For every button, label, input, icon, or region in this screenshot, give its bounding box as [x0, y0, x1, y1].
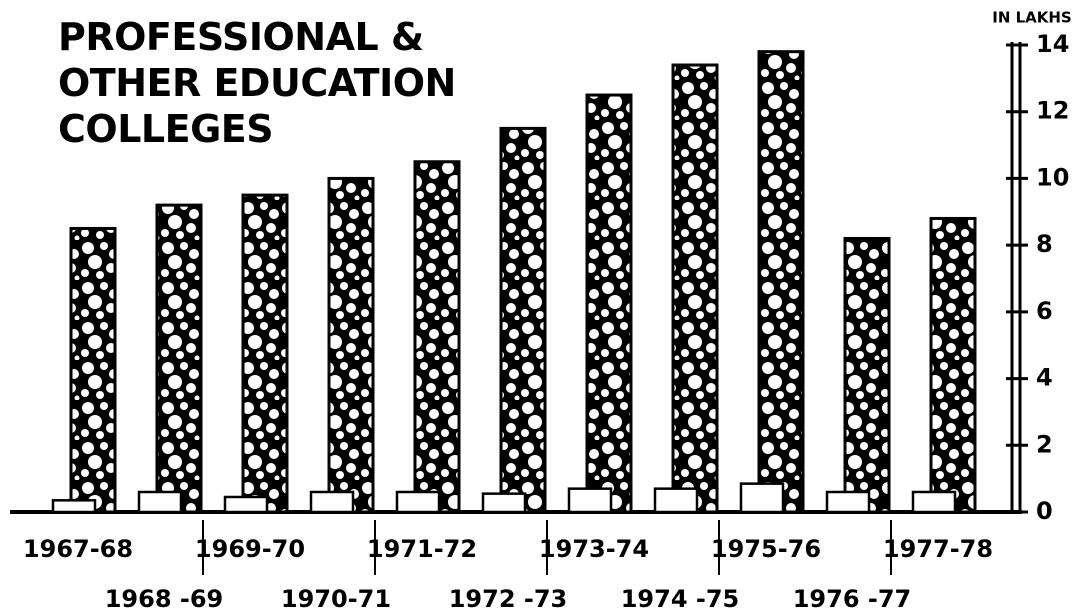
bar: [757, 50, 805, 514]
x-tick-label: 1970-71: [281, 585, 391, 613]
x-tick-label: 1974 -75: [621, 585, 740, 613]
x-tick-label: 1969-70: [195, 535, 305, 563]
y-tick-label: 10: [1036, 163, 1069, 191]
bar: [327, 176, 375, 514]
y-axis-label: IN LAKHS: [992, 9, 1072, 27]
x-tick-label: 1968 -69: [105, 585, 224, 613]
y-tick-label: 14: [1036, 30, 1069, 58]
x-tick-label: 1976 -77: [793, 585, 912, 613]
x-tick-label: 1975-76: [711, 535, 821, 563]
bar: [585, 93, 633, 514]
x-tick-label: 1971-72: [367, 535, 477, 563]
bar: [51, 499, 97, 514]
bar: [739, 482, 785, 514]
bar: [653, 487, 699, 514]
y-tick-label: 6: [1036, 297, 1053, 325]
x-tick-label: 1973-74: [539, 535, 649, 563]
y-tick-label: 8: [1036, 230, 1053, 258]
bar: [69, 226, 117, 514]
bar: [241, 193, 289, 514]
bar: [499, 126, 547, 514]
y-tick-label: 4: [1036, 364, 1053, 392]
bar: [911, 490, 957, 514]
bar: [929, 216, 977, 514]
chart-title: PROFESSIONAL & OTHER EDUCATION COLLEGES: [58, 15, 456, 151]
bar: [671, 63, 719, 514]
x-tick-label: 1977-78: [883, 535, 993, 563]
bar: [843, 236, 891, 514]
x-tick-label: 1972 -73: [449, 585, 568, 613]
bar: [481, 492, 527, 514]
bar: [395, 490, 441, 514]
bar: [825, 490, 871, 514]
x-tick-label: 1967-68: [23, 535, 133, 563]
bar: [567, 487, 613, 514]
bar: [309, 490, 355, 514]
bar: [413, 160, 461, 514]
bar: [155, 203, 203, 514]
y-tick-label: 2: [1036, 430, 1053, 458]
y-tick-label: 12: [1036, 97, 1069, 125]
bar: [223, 495, 269, 514]
y-tick-label: 0: [1036, 497, 1053, 525]
bar: [137, 490, 183, 514]
